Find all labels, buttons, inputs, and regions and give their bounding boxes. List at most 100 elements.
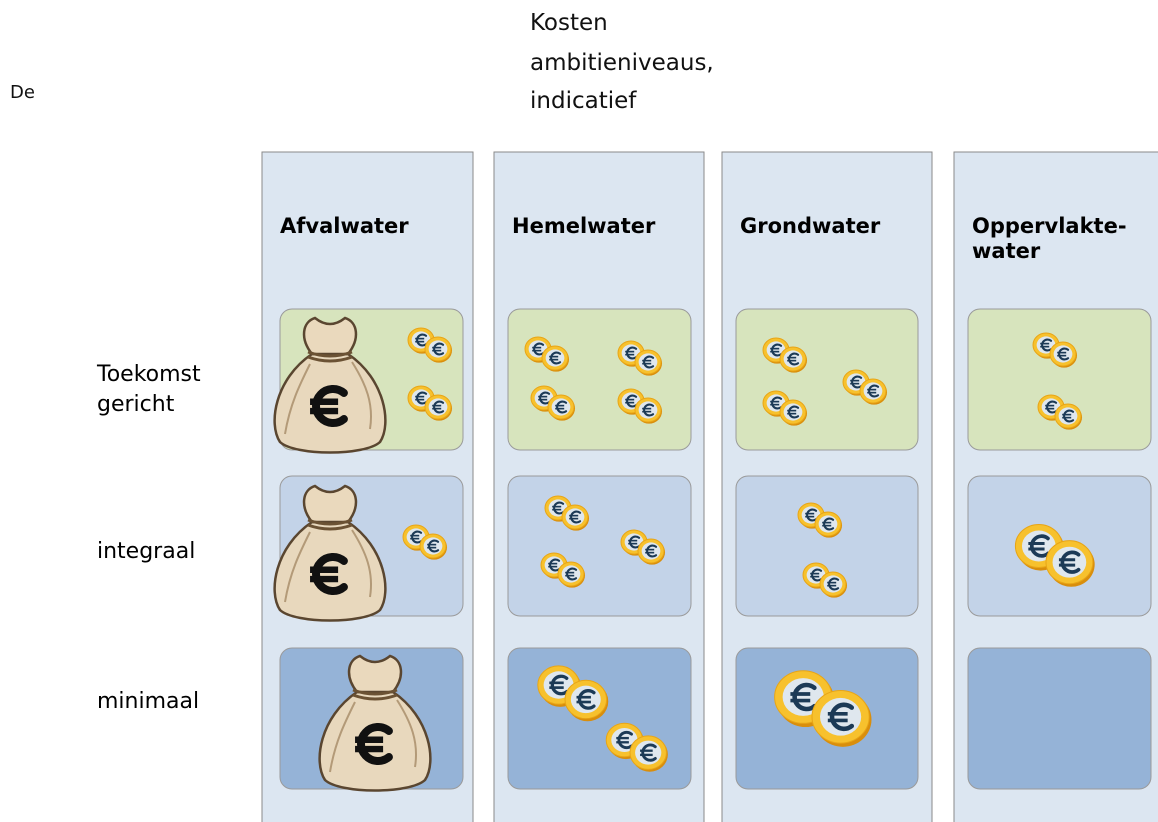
column-header: Afvalwater [280,214,409,238]
euro-sign [806,508,818,522]
title-line: indicatief [530,88,637,114]
icons [273,316,1095,792]
euro-sign [357,723,393,765]
euro-sign [549,558,561,572]
cell [507,475,692,617]
row-header: integraal [97,539,195,564]
euro-sign [1041,338,1053,352]
row-labels: Toekomst gericht integraal minimaal [96,362,201,714]
euro-sign [570,510,582,524]
euro-sign [1046,400,1058,414]
euro-sign [643,355,655,369]
cell [507,647,692,790]
coin-pair [1014,523,1095,587]
cell [507,308,692,451]
euro-sign [1058,347,1070,361]
euro-sign [829,702,855,732]
euro-sign [1060,550,1081,574]
coin-pair [1037,394,1083,430]
coin-pair [537,665,609,722]
column-header: Oppervlakte- [972,214,1127,238]
coin-pair [540,552,586,588]
column-header: Hemelwater [512,214,656,238]
bag-rope [307,518,353,531]
euro-sign [617,730,633,750]
money-bag [273,484,387,622]
bag-shade [284,529,372,603]
euro-sign [411,530,423,544]
bag-top [302,316,358,356]
bag-top [302,484,358,524]
cell [967,308,1152,451]
cell [967,647,1152,790]
coin-pair [774,670,872,747]
coin-pair [530,385,576,421]
column-header: Grondwater [740,214,881,238]
euro-sign [553,501,565,515]
coin-pair [617,388,663,424]
euro-sign [428,539,440,553]
coin-pair [402,524,448,560]
coin-pair [544,495,590,531]
euro-sign [811,568,823,582]
euro-sign [771,396,783,410]
euro-sign [550,674,569,696]
bag-rope [307,350,353,363]
euro-sign [626,346,638,360]
row-header: Toekomst [96,362,201,387]
euro-sign [416,391,428,405]
coin-pair [407,385,453,421]
euro-sign [550,351,562,365]
bag-shade [284,361,372,435]
euro-sign [566,567,578,581]
coin-pair [407,327,453,363]
bag-top [347,654,403,694]
euro-sign [643,403,655,417]
row-header: minimaal [97,689,199,714]
euro-sign [312,553,348,595]
euro-sign [416,333,428,347]
euro-sign [577,689,596,710]
title-line: Kosten [530,10,608,36]
euro-sign [641,743,657,762]
column-header: water [972,239,1041,263]
coin-pair [620,529,666,565]
coin-pair [617,340,663,376]
bag-rope [352,688,398,701]
euro-sign [1063,409,1075,423]
euro-sign [868,384,880,398]
euro-sign [851,375,863,389]
coin-pair [797,502,843,538]
euro-sign [556,400,568,414]
euro-sign [533,342,545,356]
euro-sign [433,342,445,356]
euro-sign [788,405,800,419]
coin-pair [762,337,808,373]
euro-sign [823,517,835,531]
row-header: gericht [97,392,175,417]
euro-sign [792,682,817,712]
euro-sign [771,343,783,357]
coin-pair [524,336,570,372]
euro-sign [312,385,348,427]
euro-sign [828,577,840,591]
euro-sign [433,400,445,414]
coin-pair [842,369,888,405]
euro-sign [646,544,658,558]
cell [735,308,919,451]
euro-sign [629,535,641,549]
side-note: De [10,82,35,103]
euro-sign [788,352,800,366]
coin-pair [1032,332,1078,368]
euro-sign [1029,534,1050,558]
cell [735,475,919,617]
bag-shade [329,699,417,773]
title-line: ambitieniveaus, [530,50,714,76]
coin-pair [605,722,668,772]
money-bag [273,316,387,454]
euro-sign [539,391,551,405]
money-bag [318,654,432,792]
coin-pair [802,562,848,598]
coin-pair [762,390,808,426]
